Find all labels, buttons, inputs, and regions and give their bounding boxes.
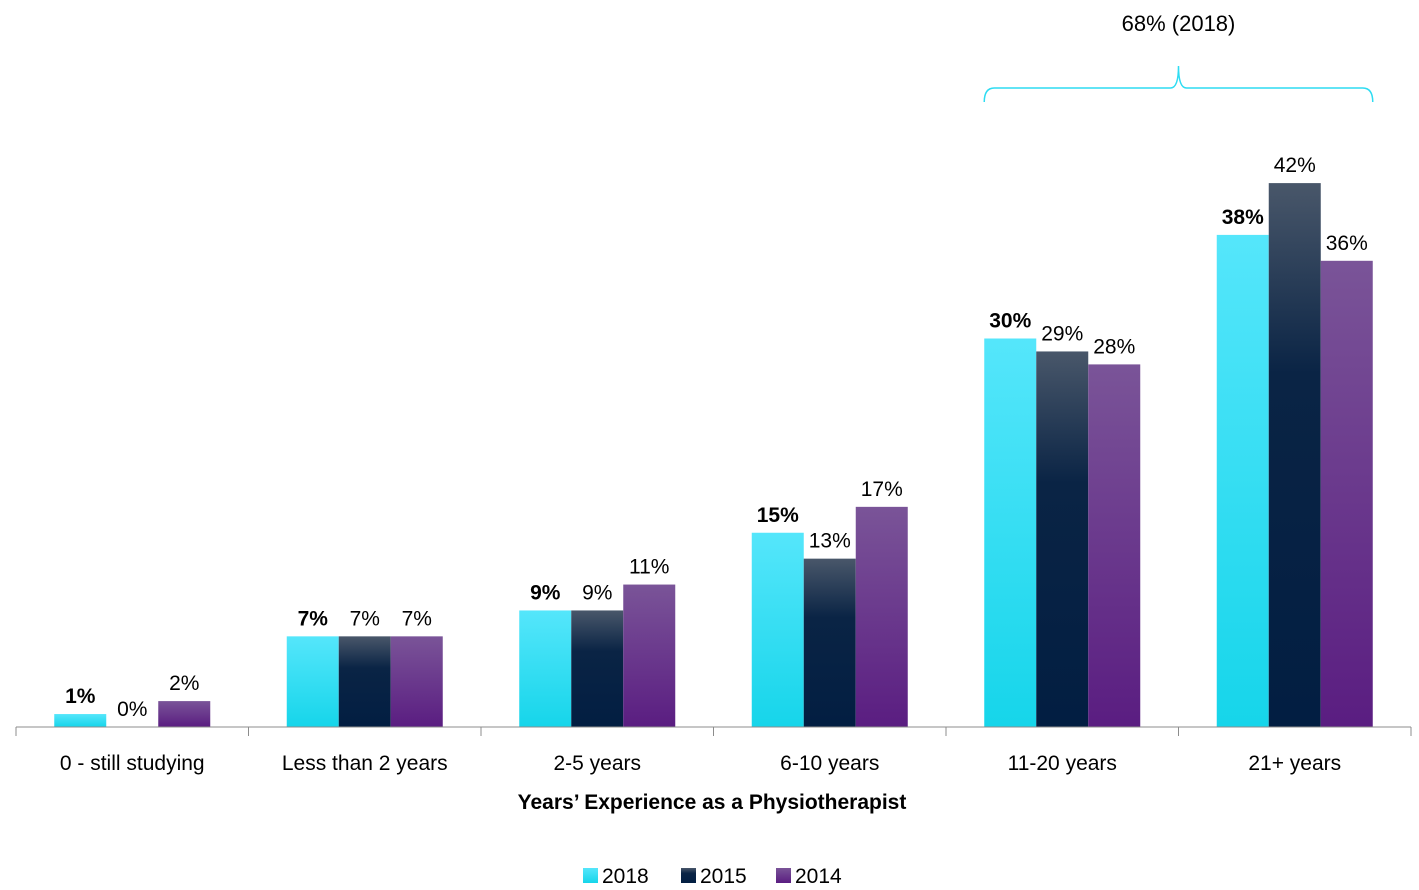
annotation-brace: 68% (2018) bbox=[983, 11, 1374, 103]
bars bbox=[54, 183, 1373, 728]
legend: 2018 2015 2014 bbox=[583, 865, 842, 888]
x-tick-label-5: 21+ years bbox=[1248, 752, 1341, 775]
annotation-brace-path bbox=[983, 65, 1374, 103]
bar-2015-5 bbox=[1268, 183, 1321, 728]
bar-2014-3 bbox=[855, 506, 908, 727]
annotation-label: 68% (2018) bbox=[1122, 11, 1236, 36]
value-label-2014-5: 36% bbox=[1326, 232, 1368, 255]
legend-swatch-2014 bbox=[776, 868, 791, 883]
value-label-2015-0: 0% bbox=[117, 698, 147, 721]
value-label-2018-4: 30% bbox=[989, 310, 1031, 333]
value-labels: 1% 0% 2% 7% 7% 7% 9% 9% 11% 15% 13% 17% 30% 29% 28% 38%… bbox=[65, 154, 1368, 721]
value-label-2015-5: 42% bbox=[1274, 154, 1316, 177]
legend-label-2014: 2014 bbox=[795, 865, 842, 888]
bar-2014-2 bbox=[623, 584, 676, 727]
value-label-2014-3: 17% bbox=[861, 478, 903, 501]
bar-2014-4 bbox=[1088, 364, 1141, 727]
x-tick-label-2: 2-5 years bbox=[553, 752, 641, 775]
value-label-2014-4: 28% bbox=[1093, 335, 1135, 358]
value-label-2018-5: 38% bbox=[1222, 206, 1264, 229]
x-tick-label-4: 11-20 years bbox=[1008, 752, 1117, 775]
x-axis: 0 - still studying Less than 2 years 2-5 y… bbox=[15, 726, 1412, 775]
value-label-2014-2: 11% bbox=[629, 556, 669, 579]
x-tick-label-1: Less than 2 years bbox=[282, 752, 448, 775]
bar-2018-3 bbox=[751, 532, 804, 727]
value-label-2015-1: 7% bbox=[350, 607, 380, 630]
value-label-2018-0: 1% bbox=[65, 685, 96, 708]
bar-2018-4 bbox=[984, 338, 1037, 727]
bar-2015-3 bbox=[803, 558, 856, 727]
bar-2018-0 bbox=[54, 714, 107, 727]
value-label-2015-4: 29% bbox=[1041, 322, 1083, 345]
legend-label-2018: 2018 bbox=[602, 865, 649, 888]
x-tick-label-0: 0 - still studying bbox=[60, 752, 205, 775]
value-label-2014-0: 2% bbox=[169, 672, 199, 695]
bar-2014-1 bbox=[390, 636, 443, 727]
value-label-2015-2: 9% bbox=[582, 581, 612, 604]
value-label-2018-2: 9% bbox=[530, 581, 561, 604]
legend-swatch-2018 bbox=[583, 868, 598, 883]
value-label-2018-1: 7% bbox=[298, 607, 329, 630]
legend-label-2015: 2015 bbox=[700, 865, 747, 888]
bar-2015-1 bbox=[338, 636, 391, 727]
bar-2018-2 bbox=[519, 610, 572, 727]
value-label-2018-3: 15% bbox=[757, 504, 799, 527]
bar-2018-1 bbox=[286, 636, 339, 727]
x-tick-label-3: 6-10 years bbox=[780, 752, 879, 775]
bar-2018-5 bbox=[1216, 234, 1269, 727]
x-axis-title: Years’ Experience as a Physiotherapist bbox=[518, 791, 907, 814]
bar-2015-4 bbox=[1036, 351, 1089, 727]
bar-2015-2 bbox=[571, 610, 624, 727]
legend-swatch-2015 bbox=[681, 868, 696, 883]
bar-2014-5 bbox=[1320, 260, 1373, 727]
bar-2014-0 bbox=[158, 701, 211, 727]
value-label-2015-3: 13% bbox=[809, 530, 851, 553]
value-label-2014-1: 7% bbox=[402, 607, 432, 630]
